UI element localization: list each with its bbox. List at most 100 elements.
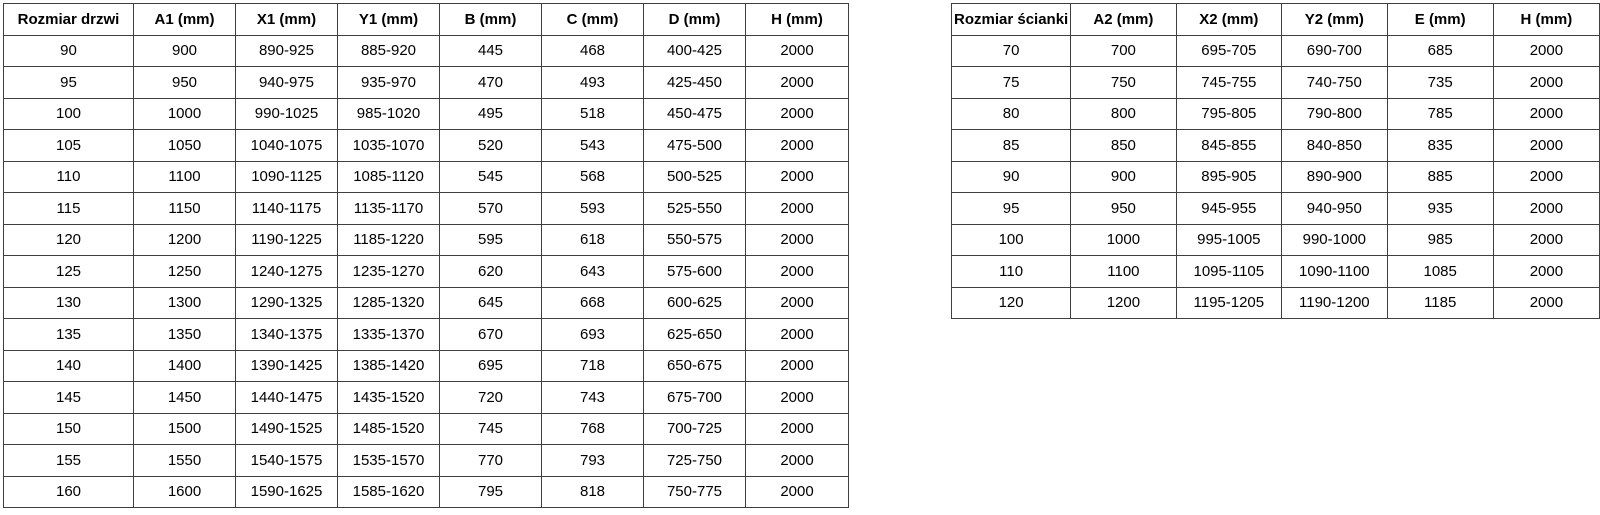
table-cell: 1085-1120: [337, 160, 440, 193]
table-cell: 1200: [1070, 286, 1177, 319]
table-cell: 120: [3, 223, 134, 256]
table-cell: 695: [439, 349, 542, 382]
table-cell: 70: [950, 34, 1072, 67]
table-cell: 2000: [1492, 192, 1600, 225]
table-cell: 1400: [133, 349, 236, 382]
table-row: 125 1250 1240-1275 1235-1270 620 643 575-600 20…: [3, 255, 849, 288]
table-cell: 1440-1475: [235, 381, 338, 414]
table-cell: 850: [1070, 129, 1177, 162]
table-row: 85 850 845-855 840-850 835 2000: [950, 129, 1600, 162]
table-cell: 1490-1525: [235, 412, 338, 445]
table-cell: 2000: [745, 444, 849, 477]
table-cell: 725-750: [643, 444, 746, 477]
table-cell: 150: [3, 412, 134, 445]
table-cell: 950: [1070, 192, 1177, 225]
table-cell: 125: [3, 255, 134, 288]
table-cell: 768: [541, 412, 644, 445]
table-cell: 2000: [745, 381, 849, 414]
table-cell: 2000: [745, 412, 849, 445]
table-cell: 110: [3, 160, 134, 193]
table-cell: 650-675: [643, 349, 746, 382]
table-cell: 1190-1200: [1281, 286, 1388, 319]
table-cell: 400-425: [643, 34, 746, 67]
table-cell: 2000: [745, 349, 849, 382]
table-cell: 668: [541, 286, 644, 319]
column-header: H (mm): [1492, 3, 1600, 36]
table-row: 95 950 940-975 935-970 470 493 425-450 2000: [3, 66, 849, 99]
table-row: 120 1200 1195-1205 1190-1200 1185 2000: [950, 286, 1600, 319]
table-cell: 2000: [745, 475, 849, 508]
table-cell: 1090-1125: [235, 160, 338, 193]
table-cell: 985-1020: [337, 97, 440, 130]
table-cell: 935-970: [337, 66, 440, 99]
table-cell: 80: [950, 97, 1072, 130]
table-cell: 1000: [133, 97, 236, 130]
table-cell: 155: [3, 444, 134, 477]
table-row: 110 1100 1095-1105 1090-1100 1085 2000: [950, 255, 1600, 288]
table-cell: 743: [541, 381, 644, 414]
table-cell: 1250: [133, 255, 236, 288]
table-cell: 1585-1620: [337, 475, 440, 508]
table-cell: 750-775: [643, 475, 746, 508]
table-cell: 1035-1070: [337, 129, 440, 162]
table-cell: 1450: [133, 381, 236, 414]
table-cell: 470: [439, 66, 542, 99]
table-cell: 618: [541, 223, 644, 256]
column-header: Y2 (mm): [1281, 3, 1388, 36]
table-cell: 2000: [1492, 97, 1600, 130]
table-cell: 718: [541, 349, 644, 382]
table-cell: 1100: [133, 160, 236, 193]
table-cell: 845-855: [1175, 129, 1283, 162]
table-row: 155 1550 1540-1575 1535-1570 770 793 725-750 20…: [3, 444, 849, 477]
table-cell: 1590-1625: [235, 475, 338, 508]
table-row: 120 1200 1190-1225 1185-1220 595 618 550-575 20…: [3, 223, 849, 256]
table-cell: 1135-1170: [337, 192, 440, 225]
table-cell: 100: [3, 97, 134, 130]
table-cell: 1550: [133, 444, 236, 477]
table-cell: 2000: [1492, 129, 1600, 162]
table-row: 100 1000 990-1025 985-1020 495 518 450-475 2000: [3, 97, 849, 130]
table-cell: 935: [1386, 192, 1494, 225]
table-cell: 2000: [1492, 223, 1600, 256]
column-header: D (mm): [643, 3, 746, 36]
table-cell: 900: [1070, 160, 1177, 193]
table-cell: 1195-1205: [1175, 286, 1283, 319]
table-cell: 1285-1320: [337, 286, 440, 319]
table-cell: 475-500: [643, 129, 746, 162]
table-cell: 2000: [1492, 286, 1600, 319]
table-cell: 670: [439, 318, 542, 351]
table-cell: 1535-1570: [337, 444, 440, 477]
table-row: 115 1150 1140-1175 1135-1170 570 593 525-550 20…: [3, 192, 849, 225]
table-cell: 120: [950, 286, 1072, 319]
table-cell: 1435-1520: [337, 381, 440, 414]
column-header: X2 (mm): [1175, 3, 1283, 36]
table-row: 100 1000 995-1005 990-1000 985 2000: [950, 223, 1600, 256]
table-cell: 2000: [1492, 255, 1600, 288]
table-row: 75 750 745-755 740-750 735 2000: [950, 66, 1600, 99]
table-cell: 570: [439, 192, 542, 225]
table-cell: 1185-1220: [337, 223, 440, 256]
table-cell: 90: [3, 34, 134, 67]
table-row: 160 1600 1590-1625 1585-1620 795 818 750-775 20…: [3, 475, 849, 508]
table-cell: 1235-1270: [337, 255, 440, 288]
table-cell: 1140-1175: [235, 192, 338, 225]
table-cell: 600-625: [643, 286, 746, 319]
table-row: 90 900 890-925 885-920 445 468 400-425 2000: [3, 34, 849, 67]
table-cell: 1100: [1070, 255, 1177, 288]
table-cell: 468: [541, 34, 644, 67]
table-cell: 795: [439, 475, 542, 508]
table-row: 145 1450 1440-1475 1435-1520 720 743 675-700 20…: [3, 381, 849, 414]
table-cell: 720: [439, 381, 542, 414]
table-cell: 770: [439, 444, 542, 477]
table-cell: 2000: [745, 97, 849, 130]
table-cell: 2000: [745, 160, 849, 193]
table-cell: 500-525: [643, 160, 746, 193]
table-cell: 745: [439, 412, 542, 445]
table-cell: 995-1005: [1175, 223, 1283, 256]
table-row: 140 1400 1390-1425 1385-1420 695 718 650-675 20…: [3, 349, 849, 382]
table-cell: 450-475: [643, 97, 746, 130]
table-cell: 543: [541, 129, 644, 162]
table-cell: 2000: [745, 66, 849, 99]
table-cell: 520: [439, 129, 542, 162]
